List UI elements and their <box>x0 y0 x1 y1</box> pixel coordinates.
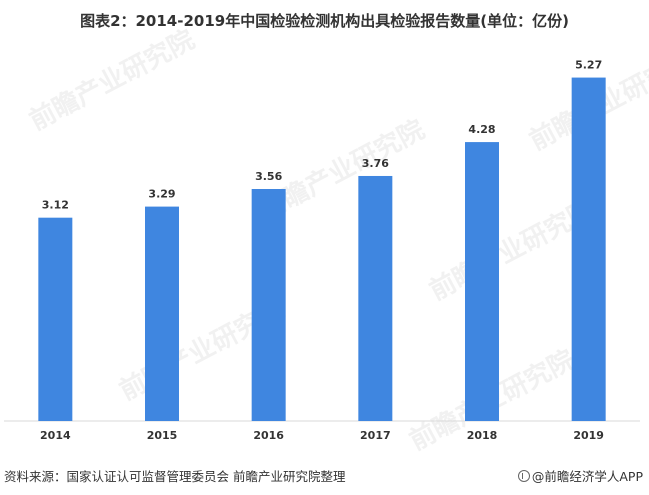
data-label-2018: 4.28 <box>468 123 495 136</box>
bar-2017 <box>358 175 393 421</box>
brand-logo-icon <box>517 470 530 482</box>
x-tick-label-2017: 2017 <box>360 429 391 442</box>
data-label-2016: 3.56 <box>255 170 282 183</box>
bar-2015 <box>145 206 179 421</box>
bar-2014 <box>38 217 73 421</box>
bar-2019 <box>571 77 606 422</box>
data-label-2017: 3.76 <box>362 157 389 170</box>
x-tick-label-2019: 2019 <box>573 429 604 442</box>
bar-2018 <box>465 142 499 421</box>
brand-credit: @前瞻经济学人APP <box>517 466 643 485</box>
x-tick-label-2018: 2018 <box>467 429 498 442</box>
x-tick-label-2016: 2016 <box>253 429 284 442</box>
data-label-2014: 3.12 <box>42 199 69 212</box>
chart-title: 图表2：2014-2019年中国检验检测机构出具检验报告数量(单位：亿份) <box>80 12 569 30</box>
bar-2016 <box>251 189 286 421</box>
data-label-2015: 3.29 <box>148 188 175 201</box>
data-label-2019: 5.27 <box>575 59 602 72</box>
x-tick-label-2015: 2015 <box>147 429 178 442</box>
x-tick-label-2014: 2014 <box>40 429 71 442</box>
brand-text: @前瞻经济学人APP <box>531 469 643 484</box>
source-note: 资料来源：国家认证认可监督管理委员会 前瞻产业研究院整理 <box>4 469 346 484</box>
